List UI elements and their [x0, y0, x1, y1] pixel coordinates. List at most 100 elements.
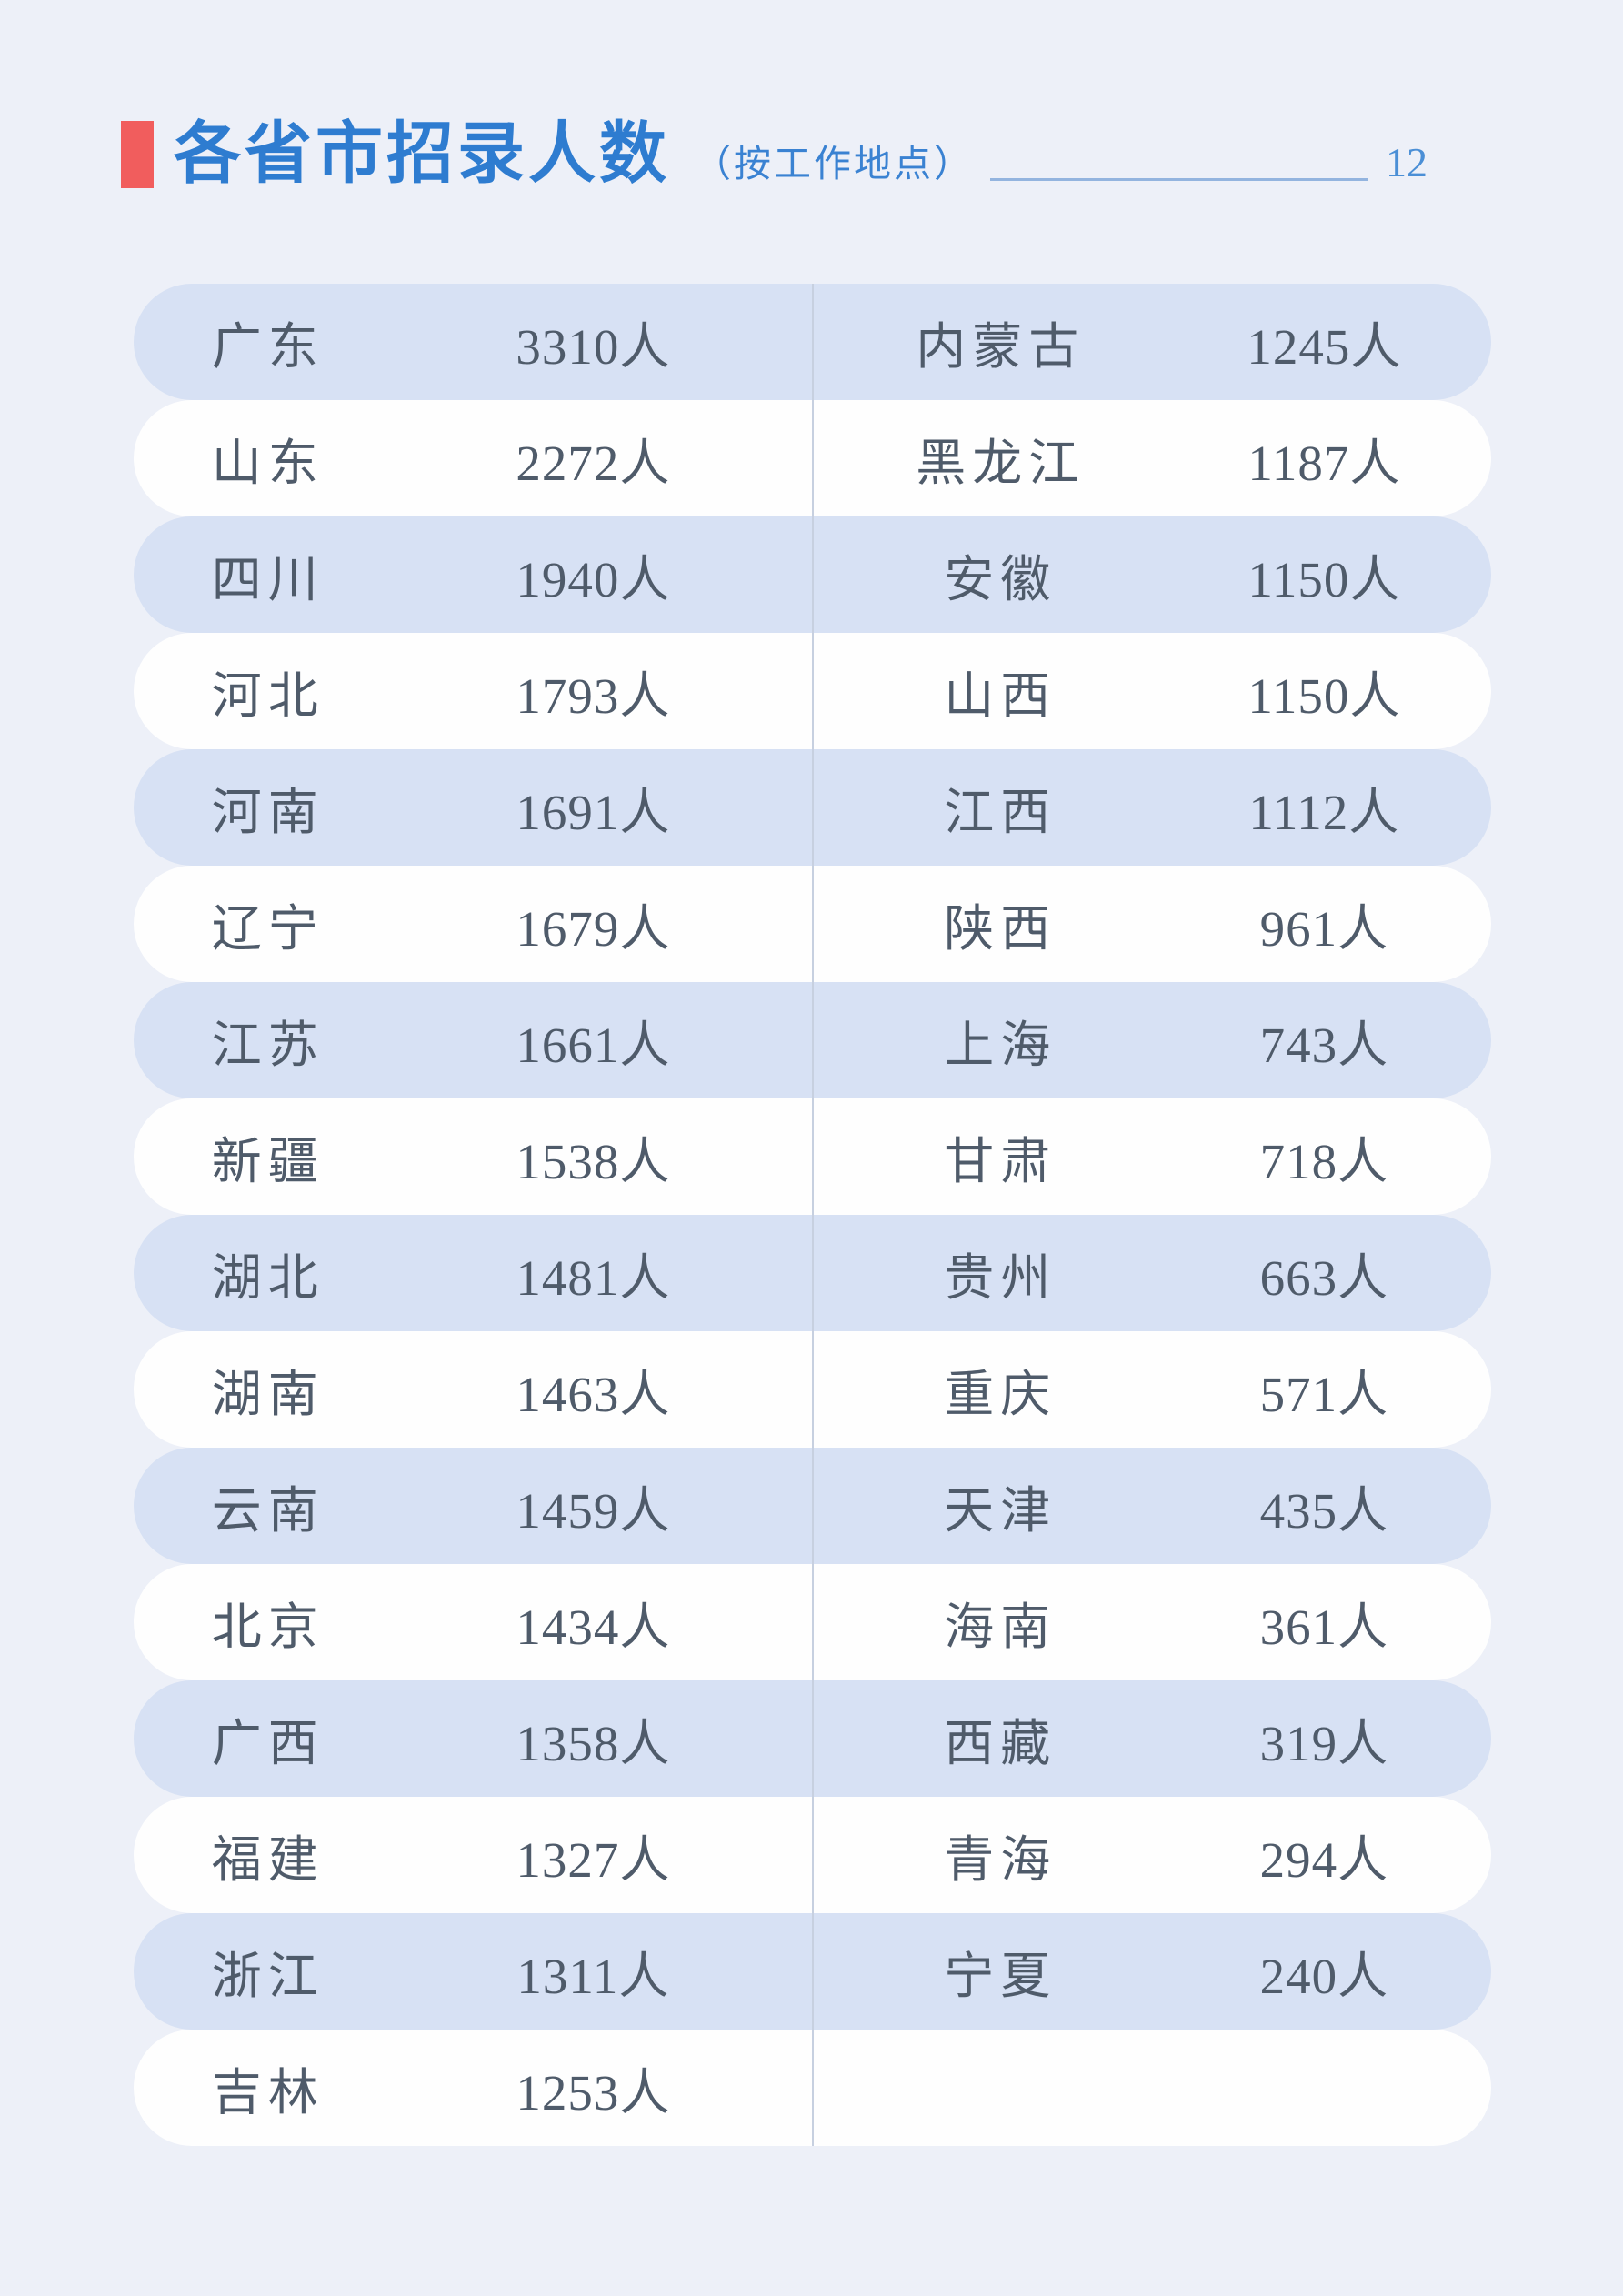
row-left-cell: 江苏 1661人 [134, 982, 813, 1098]
province-label: 江苏 [211, 1018, 325, 1073]
row-right-cell [813, 2030, 1492, 2146]
count-value: 1434人 [516, 1599, 671, 1655]
province-label: 四川 [211, 552, 325, 607]
count-value: 2272人 [516, 436, 671, 491]
row-left-cell: 福建 1327人 [134, 1797, 813, 1913]
province-label: 浙江 [211, 1949, 325, 2004]
row-right-cell: 青海 294人 [813, 1797, 1492, 1913]
page-title: 各省市招录人数 [174, 117, 670, 192]
row-left-cell: 河南 1691人 [134, 749, 813, 866]
province-label: 天津 [944, 1483, 1057, 1539]
row-right-cell: 甘肃 718人 [813, 1098, 1492, 1215]
row-right-cell: 宁夏 240人 [813, 1913, 1492, 2030]
province-label: 上海 [944, 1018, 1057, 1073]
province-label: 辽宁 [211, 901, 325, 957]
row-right-cell: 山西 1150人 [813, 633, 1492, 749]
row-right-cell: 贵州 663人 [813, 1215, 1492, 1331]
row-left-cell: 四川 1940人 [134, 516, 813, 633]
row-right-cell: 内蒙古 1245人 [813, 284, 1492, 400]
row-left-cell: 云南 1459人 [134, 1448, 813, 1564]
province-label: 陕西 [944, 901, 1057, 957]
row-left-cell: 广西 1358人 [134, 1680, 813, 1797]
count-value: 1327人 [516, 1832, 671, 1888]
count-value: 1661人 [516, 1018, 671, 1073]
count-value: 1245人 [1247, 319, 1402, 375]
province-label: 河北 [211, 668, 325, 724]
count-value: 1187人 [1247, 436, 1401, 491]
province-label: 西藏 [944, 1716, 1057, 1771]
province-label: 广东 [211, 319, 325, 375]
count-value: 1311人 [516, 1949, 670, 2004]
row-right-cell: 陕西 961人 [813, 866, 1492, 982]
row-left-cell: 北京 1434人 [134, 1564, 813, 1680]
page-header: 各省市招录人数 （按工作地点） 12 [121, 121, 1428, 188]
count-value: 435人 [1259, 1483, 1389, 1539]
title-accent-bar [121, 121, 154, 188]
count-value: 1481人 [516, 1250, 671, 1306]
province-label: 黑龙江 [916, 436, 1086, 491]
province-label: 河南 [211, 785, 325, 840]
count-value: 1463人 [516, 1367, 671, 1422]
count-value: 1150人 [1247, 668, 1401, 724]
count-value: 1940人 [516, 552, 671, 607]
row-left-cell: 河北 1793人 [134, 633, 813, 749]
count-value: 361人 [1259, 1599, 1389, 1655]
province-label: 青海 [944, 1832, 1057, 1888]
row-left-cell: 湖北 1481人 [134, 1215, 813, 1331]
province-label: 海南 [944, 1599, 1057, 1655]
province-label: 宁夏 [944, 1949, 1057, 2004]
row-left-cell: 新疆 1538人 [134, 1098, 813, 1215]
row-left-cell: 广东 3310人 [134, 284, 813, 400]
province-label: 福建 [211, 1832, 325, 1888]
count-value: 961人 [1259, 901, 1389, 957]
count-value: 571人 [1259, 1367, 1389, 1422]
row-right-cell: 安徽 1150人 [813, 516, 1492, 633]
count-value: 743人 [1259, 1018, 1389, 1073]
count-value: 1112人 [1248, 785, 1400, 840]
count-value: 1459人 [516, 1483, 671, 1539]
count-value: 1150人 [1247, 552, 1401, 607]
province-label: 山东 [211, 436, 325, 491]
province-label: 山西 [944, 668, 1057, 724]
row-left-cell: 湖南 1463人 [134, 1331, 813, 1448]
count-value: 718人 [1259, 1134, 1389, 1189]
row-left-cell: 辽宁 1679人 [134, 866, 813, 982]
column-divider [811, 284, 814, 2146]
count-value: 1538人 [516, 1134, 671, 1189]
row-left-cell: 浙江 1311人 [134, 1913, 813, 2030]
count-value: 663人 [1259, 1250, 1389, 1306]
row-right-cell: 重庆 571人 [813, 1331, 1492, 1448]
province-label: 湖南 [211, 1367, 325, 1422]
row-right-cell: 海南 361人 [813, 1564, 1492, 1680]
row-right-cell: 江西 1112人 [813, 749, 1492, 866]
count-value: 294人 [1259, 1832, 1389, 1888]
province-label: 吉林 [211, 2065, 325, 2121]
header-underline [990, 178, 1368, 181]
count-value: 1793人 [516, 668, 671, 724]
row-right-cell: 天津 435人 [813, 1448, 1492, 1564]
count-value: 1253人 [516, 2065, 671, 2121]
recruitment-table: 广东 3310人 内蒙古 1245人 山东 2272人 黑龙江 1187人 四川… [134, 284, 1491, 2146]
province-label: 北京 [211, 1599, 325, 1655]
row-right-cell: 上海 743人 [813, 982, 1492, 1098]
page-subtitle: （按工作地点） [694, 143, 974, 185]
count-value: 3310人 [516, 319, 671, 375]
row-left-cell: 吉林 1253人 [134, 2030, 813, 2146]
row-right-cell: 黑龙江 1187人 [813, 400, 1492, 516]
row-left-cell: 山东 2272人 [134, 400, 813, 516]
row-right-cell: 西藏 319人 [813, 1680, 1492, 1797]
province-label: 广西 [211, 1716, 325, 1771]
province-label: 内蒙古 [916, 319, 1086, 375]
province-label: 甘肃 [944, 1134, 1057, 1189]
province-label: 湖北 [211, 1250, 325, 1306]
count-value: 1679人 [516, 901, 671, 957]
count-value: 240人 [1259, 1949, 1389, 2004]
province-label: 新疆 [211, 1134, 325, 1189]
table-row: 湖南 1463人 重庆 571人 [134, 1331, 1491, 1448]
page-number: 12 [1386, 139, 1428, 185]
province-label: 云南 [211, 1483, 325, 1539]
province-label: 贵州 [944, 1250, 1057, 1306]
province-label: 重庆 [944, 1367, 1057, 1422]
province-label: 江西 [944, 785, 1057, 840]
